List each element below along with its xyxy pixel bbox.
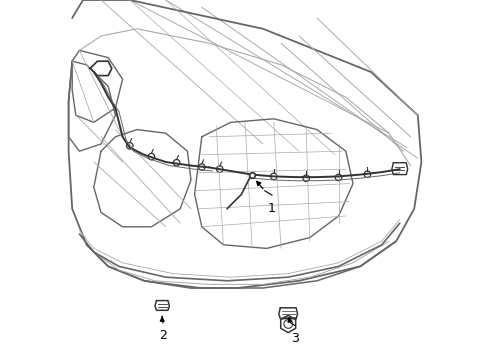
Text: 2: 2 <box>159 329 167 342</box>
Text: 3: 3 <box>291 332 298 345</box>
Text: 1: 1 <box>268 202 276 215</box>
